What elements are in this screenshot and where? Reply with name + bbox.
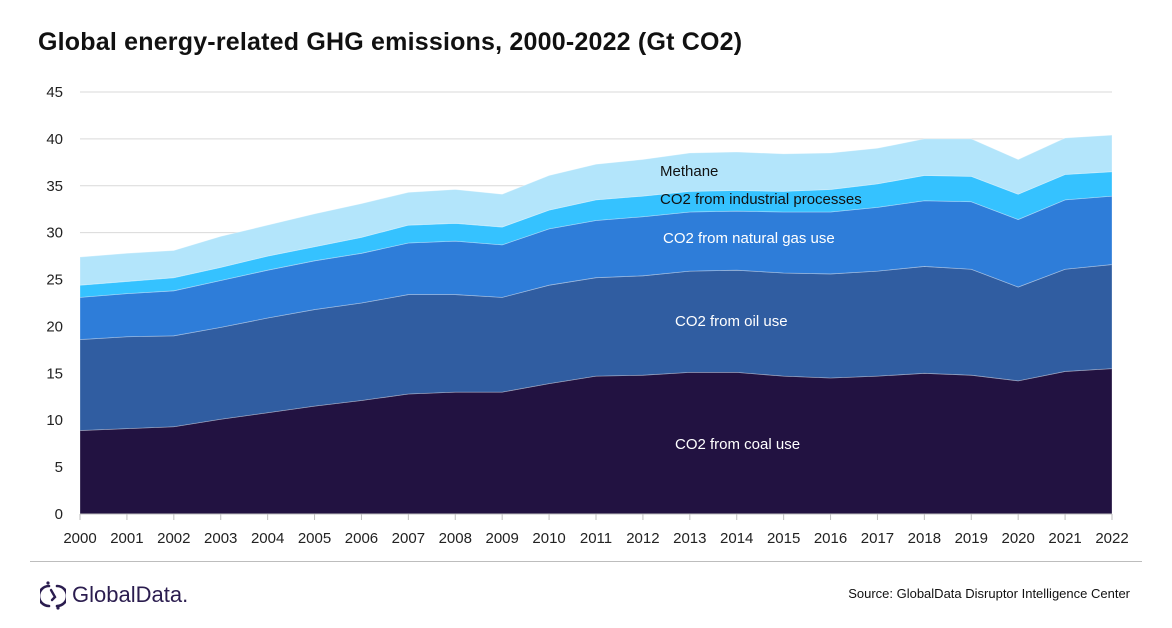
- x-tick-label: 2021: [1048, 530, 1081, 547]
- globaldata-logo-icon: [40, 581, 66, 610]
- x-tick-label: 2019: [955, 530, 988, 547]
- x-tick-label: 2016: [814, 530, 847, 547]
- x-tick-label: 2022: [1095, 530, 1128, 547]
- x-tick-label: 2009: [485, 530, 518, 547]
- y-tick-label: 0: [55, 506, 63, 523]
- x-tick-label: 2017: [861, 530, 894, 547]
- x-tick-label: 2004: [251, 530, 284, 547]
- globaldata-logo: GlobalData.: [40, 580, 188, 610]
- x-tick-label: 2014: [720, 530, 753, 547]
- x-tick-label: 2012: [626, 530, 659, 547]
- y-tick-label: 15: [46, 365, 63, 382]
- series-label: CO2 from oil use: [675, 313, 788, 330]
- x-tick-label: 2003: [204, 530, 237, 547]
- areas: [79, 134, 1113, 515]
- y-tick-label: 10: [46, 412, 63, 429]
- x-tick-label: 2006: [345, 530, 378, 547]
- y-tick-label: 20: [46, 318, 63, 335]
- x-tick-label: 2020: [1001, 530, 1034, 547]
- x-tick-label: 2011: [580, 530, 612, 547]
- x-tick-label: 2015: [767, 530, 800, 547]
- y-tick-label: 5: [55, 459, 63, 476]
- x-tick-label: 2008: [439, 530, 472, 547]
- footer-divider: [30, 561, 1142, 562]
- series-label: CO2 from coal use: [675, 436, 800, 453]
- source-note: Source: GlobalData Disruptor Intelligenc…: [848, 586, 1130, 601]
- x-tick-label: 2002: [157, 530, 190, 547]
- series-label: CO2 from natural gas use: [663, 230, 835, 247]
- series-labels: CO2 from coal use CO2 from oil use CO2 fro…: [660, 163, 862, 453]
- y-tick-label: 40: [46, 131, 63, 148]
- series-label: CO2 from industrial processes: [660, 191, 862, 208]
- x-tick-label: 2001: [110, 530, 143, 547]
- x-tick-label: 2018: [908, 530, 941, 547]
- y-tick-label: 35: [46, 178, 63, 195]
- y-tick-label: 30: [46, 225, 63, 242]
- logo-text: GlobalData.: [72, 582, 189, 607]
- area-methane: [79, 134, 1113, 286]
- x-tick-label: 2013: [673, 530, 706, 547]
- x-tick-label: 2005: [298, 530, 331, 547]
- x-tick-label: 2007: [392, 530, 425, 547]
- chart-title: Global energy-related GHG emissions, 200…: [38, 28, 743, 56]
- series-label: Methane: [660, 163, 718, 180]
- y-tick-label: 25: [46, 272, 63, 289]
- x-tick-label: 2010: [532, 530, 565, 547]
- axes: 0 5 10 15 20 25 30 35 40 45 2000 2001 2002 2003 2004 20…: [46, 84, 1128, 547]
- y-tick-label: 45: [46, 84, 63, 101]
- x-tick-label: 2000: [63, 530, 96, 547]
- area-co2-from-natural-gas-use: [79, 195, 1113, 340]
